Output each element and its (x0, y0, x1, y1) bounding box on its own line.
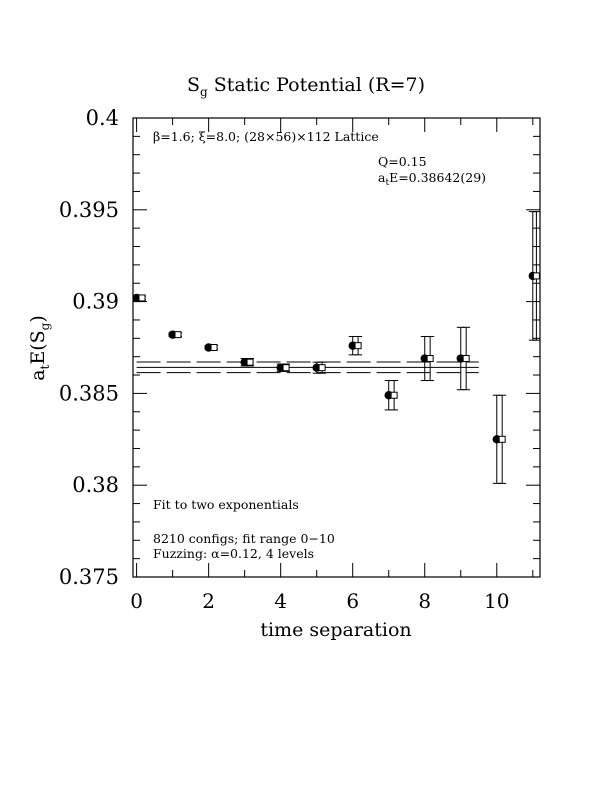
y-tick-label: 0.39 (72, 290, 119, 314)
q-label: Q=0.15 (378, 154, 427, 169)
energy-label: atE=0.38642(29) (378, 170, 486, 188)
data-point-square (354, 342, 362, 350)
y-tick-label: 0.385 (59, 381, 119, 405)
x-axis-label: time separation (260, 619, 411, 641)
data-point-square (246, 358, 254, 366)
data-point-square (174, 331, 182, 339)
data-point-square (426, 355, 434, 363)
data-point-square (210, 344, 218, 351)
x-tick-label: 0 (130, 589, 143, 613)
data-point-square (282, 364, 290, 372)
data-points (132, 211, 541, 484)
x-tick-label: 10 (484, 589, 509, 613)
x-tick-label: 4 (274, 589, 287, 613)
fit-band (136, 361, 479, 374)
x-tick-labels: 0 2 4 6 8 10 (130, 589, 509, 613)
y-tick-label: 0.375 (59, 565, 119, 589)
y-tick-label: 0.4 (86, 106, 119, 130)
data-point-square (390, 391, 398, 399)
chart-title: Sg Static Potential (R=7) (187, 74, 425, 99)
y-tick-label: 0.38 (72, 473, 119, 497)
configs-label: 8210 configs; fit range 0−10 (153, 531, 335, 546)
data-point-square (532, 272, 540, 280)
plot-frame (132, 117, 541, 578)
data-point-square (498, 435, 506, 443)
x-tick-label: 6 (346, 589, 359, 613)
data-point-square (318, 364, 326, 372)
header-annotation: β=1.6; ξ=8.0; (28×56)×112 Lattice (153, 129, 379, 144)
x-tick-label: 8 (418, 589, 431, 613)
y-tick-label: 0.395 (59, 198, 119, 222)
y-axis-label: atE(Sg) (27, 315, 52, 381)
data-point-square (462, 355, 470, 363)
fuzzing-label: Fuzzing: α=0.12, 4 levels (153, 546, 314, 561)
x-tick-label: 2 (202, 589, 215, 613)
fit-label: Fit to two exponentials (153, 497, 299, 512)
y-tick-labels: 0.375 0.38 0.385 0.39 0.395 0.4 (59, 106, 119, 589)
data-point-square (138, 294, 146, 302)
